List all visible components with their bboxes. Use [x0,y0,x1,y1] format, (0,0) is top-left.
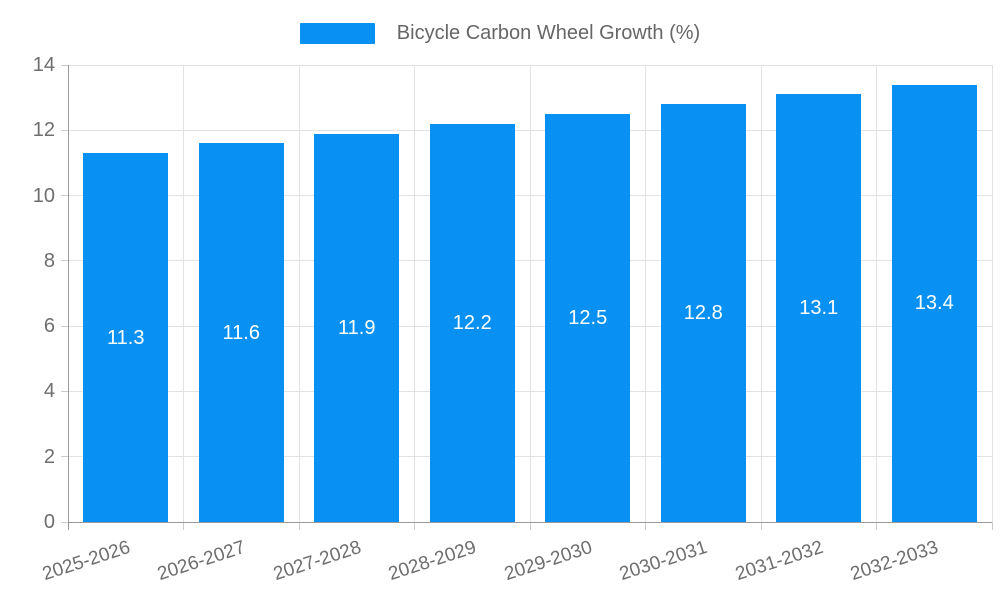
bar-value-label: 12.2 [452,311,492,334]
y-tick [61,260,68,262]
chart-legend[interactable]: Bicycle Carbon Wheel Growth (%) [0,20,1000,46]
bar-value-label: 11.9 [338,316,376,339]
y-tick [61,521,68,523]
x-tick [414,522,415,530]
legend-label: Bicycle Carbon Wheel Growth (%) [396,22,701,44]
y-tick-label: 4 [43,380,55,403]
bar-value-label: 13.4 [914,292,954,315]
y-tick-label: 6 [43,315,55,338]
y-tick [61,129,68,131]
x-tick [645,522,646,530]
v-gridline [876,65,877,522]
v-gridline [183,65,184,522]
y-tick-label: 2 [43,445,55,468]
y-tick-label: 14 [32,54,55,76]
x-tick [298,522,300,530]
y-tick-label: 8 [43,249,55,272]
bar[interactable] [83,153,169,522]
v-gridline [645,65,646,522]
bar[interactable] [660,104,746,522]
v-gridline [414,65,415,522]
x-tick [760,522,762,530]
y-tick [61,195,68,197]
bar-value-label: 12.5 [568,306,608,329]
v-gridline [529,65,531,522]
y-tick-label: 12 [32,119,55,142]
y-tick-label: 10 [32,184,55,207]
bar[interactable] [545,113,631,522]
legend-swatch [299,22,375,44]
v-gridline [991,65,993,522]
bar[interactable] [776,94,862,522]
y-tick [61,390,68,392]
bar[interactable] [198,143,284,522]
x-tick [991,522,993,530]
y-tick [61,64,68,66]
v-gridline [760,65,762,522]
x-tick [183,522,184,530]
x-tick [529,522,531,530]
x-tick [876,522,877,530]
x-axis-line [68,521,992,523]
y-tick [61,325,68,327]
y-tick-label: 0 [43,511,55,533]
bar-value-label: 13.1 [799,297,839,320]
bar-value-label: 12.8 [683,302,723,325]
bar[interactable] [891,84,977,522]
bar-value-label: 11.3 [107,326,145,349]
bar[interactable] [314,133,400,522]
y-tick [61,456,68,458]
v-gridline [298,65,300,522]
bar-value-label: 11.6 [222,321,260,344]
y-axis-line [67,65,69,530]
bar[interactable] [429,123,515,522]
